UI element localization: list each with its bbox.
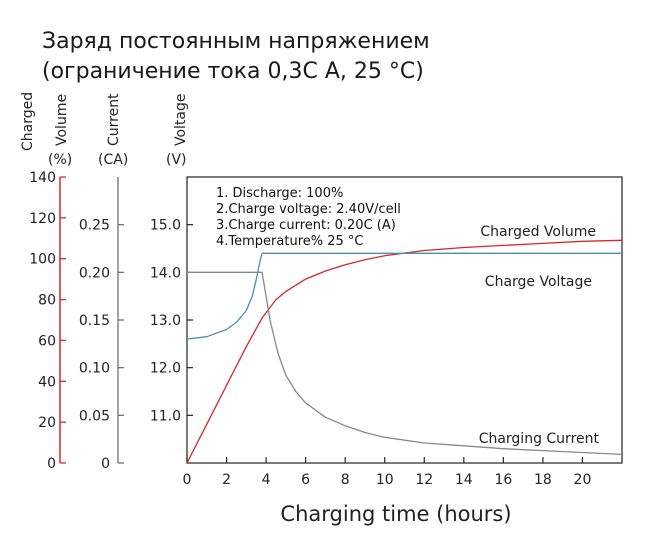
x-tick-label: 2: [222, 472, 231, 488]
x-tick-label: 16: [494, 472, 512, 488]
voltage-tick-label: 15.0: [150, 218, 181, 234]
current-axis-label: Current: [106, 93, 122, 146]
volume-axis-label-part2: Volume: [54, 94, 70, 146]
volume-tick-label: 80: [38, 293, 56, 309]
series-label: Charged Volume: [480, 224, 596, 240]
volume-tick-label: 100: [29, 252, 56, 268]
chart-title-line1: Заряд постоянным напряжением: [42, 29, 430, 54]
series-line-charged-volume: [186, 239, 623, 464]
current-axis-unit: (CA): [98, 152, 128, 168]
volume-tick-label: 140: [29, 170, 56, 186]
x-tick-label: 8: [341, 472, 350, 488]
x-tick-label: 6: [301, 472, 310, 488]
x-tick-label: 0: [183, 472, 192, 488]
volume-tick-label: 20: [38, 415, 56, 431]
current-tick-label: 0.15: [79, 313, 110, 329]
volume-tick-label: 60: [38, 333, 56, 349]
volume-tick-label: 120: [29, 211, 56, 227]
volume-tick-label: 40: [38, 374, 56, 390]
volume-axis-label-part1: Charged: [20, 92, 36, 151]
series-line-charge-voltage: [186, 252, 622, 340]
volume-tick-label: 0: [47, 456, 56, 472]
x-tick-label: 4: [262, 472, 271, 488]
voltage-axis-unit: (V): [166, 152, 187, 168]
current-tick-label: 0.20: [79, 265, 110, 281]
x-axis-label: Charging time (hours): [280, 502, 511, 526]
series-label: Charging Current: [479, 431, 600, 447]
current-tick-label: 0.25: [79, 218, 110, 234]
current-tick-label: 0.05: [79, 408, 110, 424]
current-tick-label: 0.10: [79, 361, 110, 377]
series-label: Charge Voltage: [485, 274, 592, 290]
voltage-tick-label: 12.0: [150, 361, 181, 377]
voltage-axis-label: Voltage: [173, 93, 189, 146]
x-tick-label: 10: [376, 472, 394, 488]
x-tick-label: 20: [574, 472, 592, 488]
voltage-tick-label: 14.0: [150, 265, 181, 281]
chart-annotation: 1. Discharge: 100%: [216, 186, 343, 201]
x-tick-label: 18: [534, 472, 552, 488]
series-line-charging-current: [187, 271, 623, 456]
voltage-tick-label: 11.0: [150, 408, 181, 424]
x-tick-label: 14: [455, 472, 473, 488]
volume-axis-unit: (%): [48, 152, 72, 168]
chart-title-line2: (ограничение тока 0,3С А, 25 °C): [42, 59, 424, 84]
current-tick-label: 0: [101, 456, 110, 472]
x-tick-label: 12: [415, 472, 433, 488]
chart-annotation: 3.Charge current: 0.20C (A): [216, 218, 396, 233]
voltage-tick-label: 13.0: [150, 313, 181, 329]
chart-annotation: 4.Temperature% 25 °C: [216, 234, 364, 249]
chart-annotation: 2.Charge voltage: 2.40V/cell: [216, 202, 401, 217]
